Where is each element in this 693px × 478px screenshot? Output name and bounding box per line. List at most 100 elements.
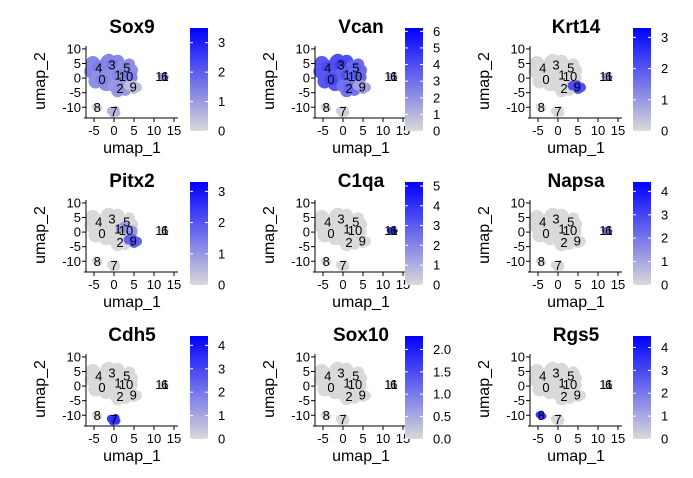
panel-title: Sox9 (109, 17, 154, 38)
cluster-label-8: 8 (538, 254, 545, 269)
cluster-label-5: 5 (123, 214, 130, 229)
cluster-label-10: 10 (563, 377, 577, 392)
cluster-label-5: 5 (123, 60, 130, 75)
cluster-label-6: 6 (390, 69, 397, 84)
cluster-label-4: 4 (95, 368, 102, 383)
cluster-6-points (162, 383, 168, 388)
x-tick-label: 5 (574, 277, 581, 292)
x-tick-label: -5 (317, 277, 329, 292)
legend-tick-label: 1.5 (433, 364, 451, 379)
y-tick-label: -10 (291, 408, 310, 423)
cluster-label-4: 4 (95, 60, 102, 75)
cluster-label-5: 5 (352, 214, 359, 229)
cluster-label-4: 4 (539, 60, 546, 75)
legend-tick-label: 1.0 (433, 387, 451, 402)
legend-tick-label: 3 (433, 74, 440, 89)
cluster-2-points (342, 389, 356, 403)
cluster-6-points (162, 229, 168, 234)
y-tick-label: -5 (298, 239, 310, 254)
legend-tick-label: 3 (218, 361, 225, 376)
legend-tick-label: 3 (661, 207, 668, 222)
panel-title: Pitx2 (109, 171, 154, 192)
cluster-label-2: 2 (116, 389, 123, 404)
cluster-label-7: 7 (110, 412, 117, 427)
legend-tick-label: 2 (433, 238, 440, 253)
x-tick-label: 0 (554, 277, 561, 292)
cluster-label-3: 3 (552, 212, 559, 227)
cluster-label-11: 11 (155, 223, 169, 238)
x-tick-label: 10 (591, 123, 605, 138)
legend-tick-label: 2 (661, 61, 668, 76)
cluster-9-points (128, 80, 138, 90)
panel-title: Rgs5 (553, 325, 600, 346)
legend-tick-label: 1 (218, 246, 225, 261)
legend-tick-label: 0 (661, 124, 668, 139)
cluster-label-9: 9 (359, 79, 366, 94)
cluster-label-4: 4 (95, 214, 102, 229)
cluster-0-high-points (324, 73, 338, 86)
cluster-label-7: 7 (110, 104, 117, 119)
cluster-label-6: 6 (390, 377, 397, 392)
cluster-label-9: 9 (130, 233, 137, 248)
x-tick-label: 0 (110, 277, 117, 292)
y-tick-label: 5 (74, 210, 81, 225)
y-tick-label: 10 (67, 349, 81, 364)
cluster-label-2: 2 (345, 235, 352, 250)
y-tick-label: -10 (291, 100, 310, 115)
y-tick-label: 5 (518, 364, 525, 379)
cluster-label-3: 3 (337, 212, 344, 227)
y-tick-label: -10 (506, 100, 525, 115)
cluster-label-6: 6 (605, 223, 612, 238)
cluster-label-1: 1 (343, 68, 350, 83)
cluster-label-3: 3 (108, 366, 115, 381)
y-tick-label: 5 (303, 210, 310, 225)
y-tick-label: 10 (511, 349, 525, 364)
x-axis-title: umap_1 (547, 294, 605, 311)
y-tick-label: -10 (62, 408, 81, 423)
cluster-label-2: 2 (345, 389, 352, 404)
y-tick-label: -10 (506, 408, 525, 423)
cluster-label-9: 9 (574, 79, 581, 94)
y-tick-label: 0 (303, 71, 310, 86)
cluster-0-points (539, 380, 554, 395)
y-tick-label: 10 (511, 195, 525, 210)
x-axis-title: umap_1 (103, 140, 161, 157)
cluster-label-0: 0 (98, 72, 105, 87)
cluster-label-1: 1 (558, 376, 565, 391)
cluster-label-2: 2 (560, 389, 567, 404)
x-tick-label: 0 (339, 277, 346, 292)
x-tick-label: 10 (591, 431, 605, 446)
legend-tick-label: 1 (661, 92, 668, 107)
legend-colorbar (633, 182, 651, 285)
x-axis-title: umap_1 (332, 448, 390, 465)
cluster-label-10: 10 (563, 69, 577, 84)
cluster-label-10: 10 (348, 223, 362, 238)
y-tick-label: 0 (303, 225, 310, 240)
cluster-6-points (391, 75, 397, 80)
cluster-label-9: 9 (359, 387, 366, 402)
y-tick-label: 0 (303, 379, 310, 394)
cluster-label-10: 10 (563, 223, 577, 238)
x-tick-label: -5 (317, 431, 329, 446)
legend-tick-label: 4 (433, 198, 440, 213)
x-axis-title: umap_1 (103, 294, 161, 311)
cluster-2-points (557, 389, 571, 403)
y-tick-label: -10 (62, 254, 81, 269)
y-tick-label: 10 (296, 41, 310, 56)
y-tick-label: -10 (506, 254, 525, 269)
cluster-label-5: 5 (567, 368, 574, 383)
legend-colorbar (405, 182, 423, 285)
cluster-label-11: 11 (384, 223, 398, 238)
legend-tick-label: 0 (661, 432, 668, 447)
cluster-8-points (323, 259, 330, 266)
legend-tick-label: 0 (218, 278, 225, 293)
panel-title: Sox10 (333, 325, 389, 346)
y-axis-title: umap_2 (476, 52, 493, 110)
y-axis-title: umap_2 (32, 52, 49, 110)
y-tick-label: 0 (518, 225, 525, 240)
y-tick-label: -5 (298, 85, 310, 100)
cluster-9-points (572, 388, 582, 398)
